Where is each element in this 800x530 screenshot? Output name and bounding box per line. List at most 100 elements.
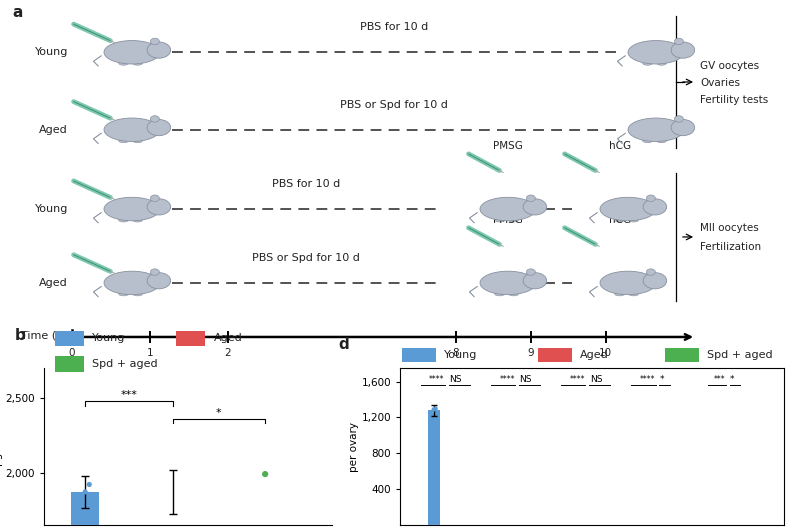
Text: Aged: Aged [214, 333, 242, 343]
Text: Ovaries: Ovaries [700, 78, 740, 88]
Text: 8: 8 [453, 348, 459, 358]
Text: ****: **** [429, 375, 445, 384]
Text: NS: NS [449, 375, 462, 384]
Ellipse shape [629, 292, 638, 296]
Text: 10: 10 [599, 348, 612, 358]
Ellipse shape [526, 269, 535, 276]
Ellipse shape [646, 269, 655, 276]
Text: Fertilization: Fertilization [700, 242, 761, 252]
FancyBboxPatch shape [402, 349, 436, 361]
Ellipse shape [509, 218, 518, 222]
Ellipse shape [674, 116, 683, 122]
Ellipse shape [600, 197, 656, 221]
Text: NS: NS [519, 375, 532, 384]
Ellipse shape [480, 197, 536, 221]
FancyBboxPatch shape [665, 349, 698, 361]
Text: *: * [660, 375, 665, 384]
Point [426, 408, 438, 417]
Text: Fertility tests: Fertility tests [700, 95, 768, 105]
Text: ****: **** [640, 375, 655, 384]
Text: hCG: hCG [609, 142, 631, 152]
Point [78, 488, 91, 496]
Text: *: * [730, 375, 734, 384]
Ellipse shape [642, 61, 653, 65]
Text: PMSG: PMSG [493, 215, 523, 225]
Text: ****: **** [570, 375, 585, 384]
Text: PBS or Spd for 10 d: PBS or Spd for 10 d [340, 100, 448, 110]
Ellipse shape [642, 138, 653, 143]
Text: 9: 9 [527, 348, 534, 358]
Text: 0: 0 [69, 348, 75, 358]
Ellipse shape [150, 195, 159, 201]
Text: Young: Young [34, 204, 68, 214]
Text: Aged: Aged [39, 278, 68, 288]
Ellipse shape [133, 218, 142, 222]
Text: PBS for 10 d: PBS for 10 d [272, 179, 340, 189]
Ellipse shape [133, 292, 142, 296]
Ellipse shape [147, 199, 170, 215]
Ellipse shape [494, 292, 505, 296]
Ellipse shape [674, 38, 683, 45]
Ellipse shape [104, 118, 160, 142]
Ellipse shape [133, 61, 142, 65]
Text: Young: Young [444, 350, 478, 360]
Ellipse shape [147, 272, 170, 289]
Ellipse shape [671, 42, 694, 58]
Ellipse shape [646, 195, 655, 201]
Text: ***: *** [714, 375, 726, 384]
Point [427, 405, 440, 414]
Ellipse shape [118, 138, 129, 143]
Point [83, 480, 96, 489]
Ellipse shape [628, 41, 684, 64]
Ellipse shape [147, 119, 170, 136]
Text: *: * [216, 408, 222, 418]
Text: GV oocytes: GV oocytes [700, 61, 759, 71]
Ellipse shape [104, 41, 160, 64]
Ellipse shape [643, 272, 666, 289]
Ellipse shape [147, 42, 170, 58]
Ellipse shape [671, 119, 694, 136]
Point [429, 404, 442, 413]
Text: hCG: hCG [609, 215, 631, 225]
FancyBboxPatch shape [538, 349, 571, 361]
Ellipse shape [523, 199, 546, 215]
Ellipse shape [657, 61, 666, 65]
FancyBboxPatch shape [55, 357, 84, 372]
Text: Spd + aged: Spd + aged [707, 350, 773, 360]
Text: Aged: Aged [39, 125, 68, 135]
Y-axis label: per ovary: per ovary [349, 421, 358, 472]
Text: d: d [338, 337, 349, 351]
Ellipse shape [118, 218, 129, 222]
Text: Spd + aged: Spd + aged [93, 359, 158, 369]
Ellipse shape [523, 272, 546, 289]
Text: Aged: Aged [580, 350, 609, 360]
Point [75, 497, 88, 505]
Text: PBS for 10 d: PBS for 10 d [360, 22, 428, 32]
Bar [71, 492, 99, 530]
Bar [428, 410, 439, 525]
Ellipse shape [104, 271, 160, 295]
Text: PBS or Spd for 10 d: PBS or Spd for 10 d [252, 253, 360, 263]
Ellipse shape [150, 116, 159, 122]
Text: NS: NS [590, 375, 602, 384]
FancyBboxPatch shape [55, 331, 84, 346]
Ellipse shape [118, 61, 129, 65]
Ellipse shape [480, 271, 536, 295]
Ellipse shape [629, 218, 638, 222]
Ellipse shape [133, 138, 142, 143]
Text: b: b [14, 328, 26, 343]
Y-axis label: pg ml⁻¹: pg ml⁻¹ [0, 427, 2, 466]
Ellipse shape [628, 118, 684, 142]
Ellipse shape [614, 292, 625, 296]
FancyBboxPatch shape [176, 331, 205, 346]
Text: Young: Young [93, 333, 126, 343]
Text: ****: **** [499, 375, 514, 384]
Text: MII oocytes: MII oocytes [700, 223, 758, 233]
Ellipse shape [614, 218, 625, 222]
Ellipse shape [657, 138, 666, 143]
Text: 2: 2 [225, 348, 231, 358]
Point [258, 470, 271, 478]
Ellipse shape [600, 271, 656, 295]
Ellipse shape [526, 195, 535, 201]
Text: 1: 1 [146, 348, 154, 358]
